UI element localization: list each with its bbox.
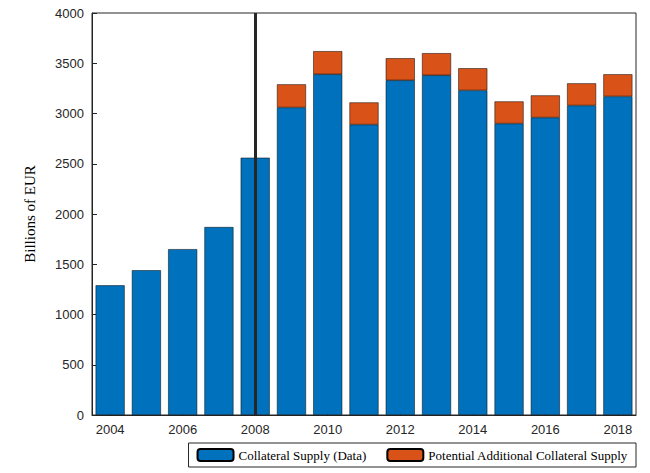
svg-text:2018: 2018 <box>603 422 632 437</box>
svg-text:4000: 4000 <box>55 6 84 21</box>
svg-text:2014: 2014 <box>458 422 487 437</box>
svg-text:1000: 1000 <box>55 307 84 322</box>
svg-text:Billions of EUR: Billions of EUR <box>22 165 38 263</box>
svg-text:1500: 1500 <box>55 257 84 272</box>
svg-text:2006: 2006 <box>168 422 197 437</box>
svg-text:3000: 3000 <box>55 106 84 121</box>
svg-text:Collateral Supply (Data): Collateral Supply (Data) <box>239 448 367 463</box>
svg-text:2016: 2016 <box>531 422 560 437</box>
svg-text:500: 500 <box>62 357 84 372</box>
svg-text:0: 0 <box>77 408 84 423</box>
svg-text:2010: 2010 <box>313 422 342 437</box>
svg-text:2000: 2000 <box>55 207 84 222</box>
svg-text:2012: 2012 <box>386 422 415 437</box>
svg-text:2500: 2500 <box>55 156 84 171</box>
svg-text:2004: 2004 <box>96 422 125 437</box>
svg-text:2008: 2008 <box>241 422 270 437</box>
svg-text:3500: 3500 <box>55 56 84 71</box>
svg-text:Potential Additional Collatera: Potential Additional Collateral Supply <box>428 448 627 463</box>
